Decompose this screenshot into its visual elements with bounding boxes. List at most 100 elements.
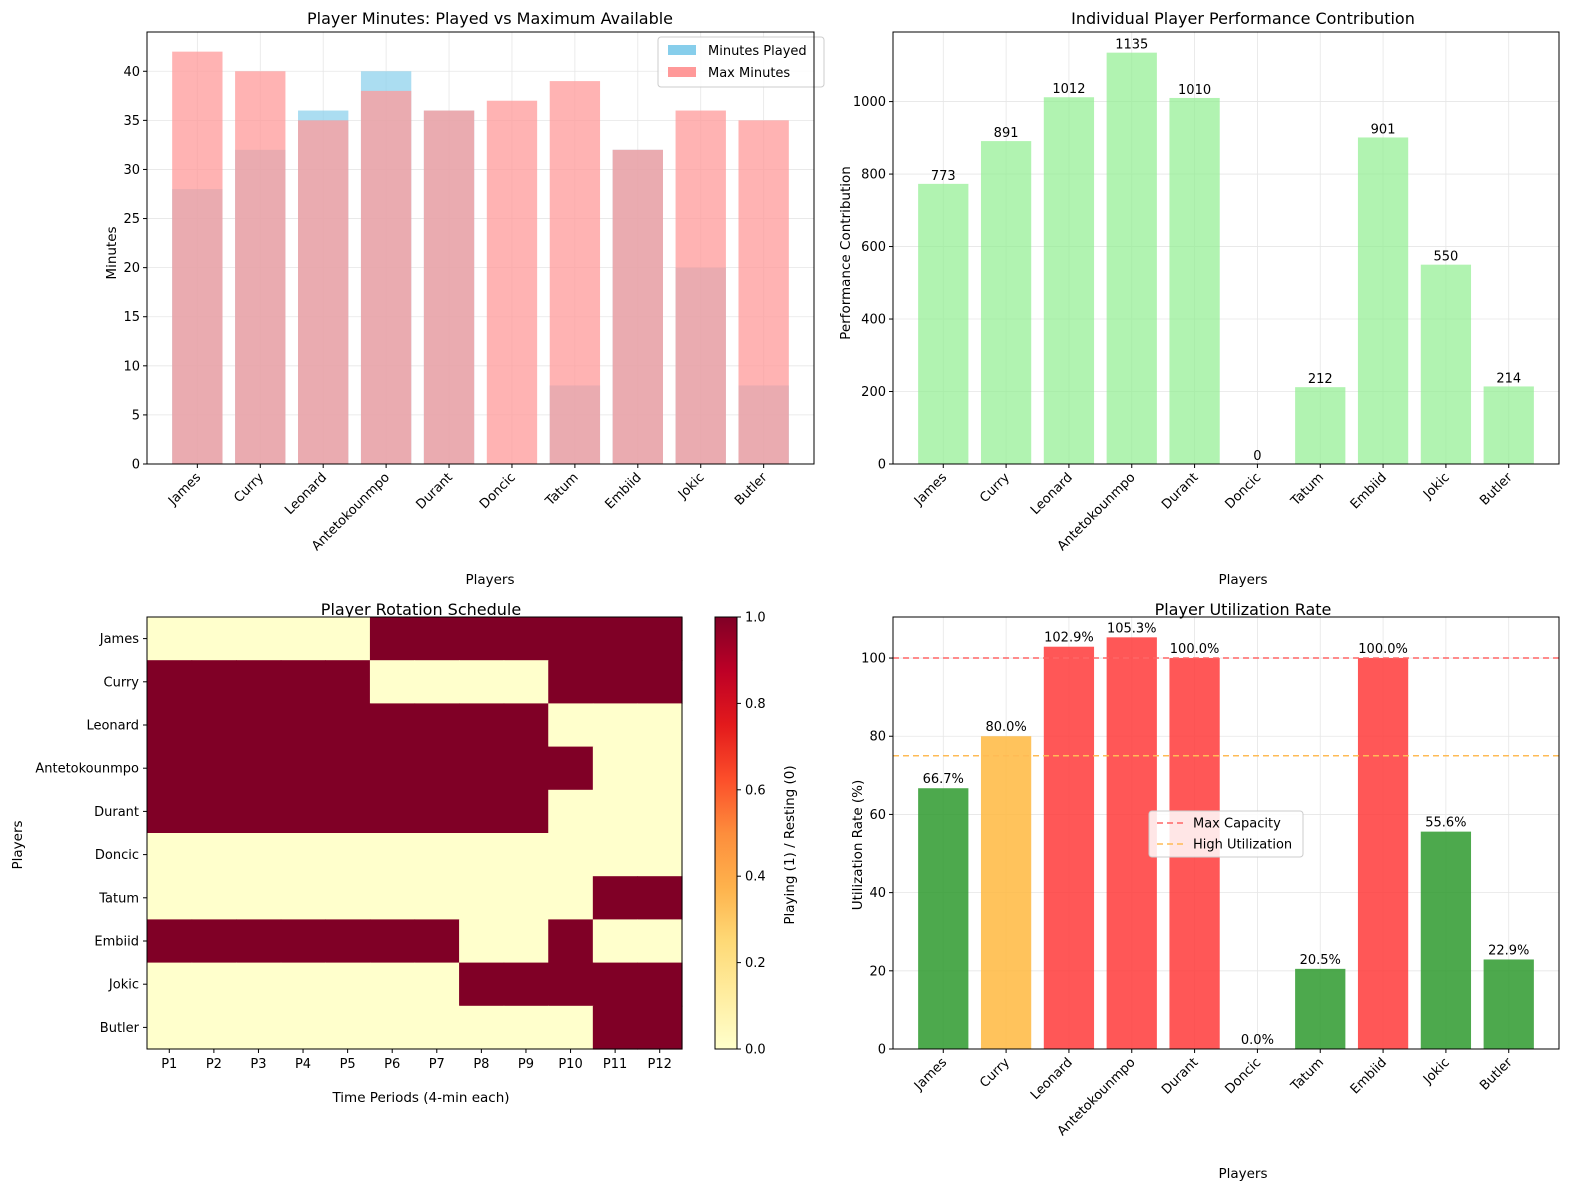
utilization-chart-ylabel: Utilization Rate (%) <box>850 780 866 911</box>
performance-value-butler: 214 <box>1496 371 1521 386</box>
colorbar-label: Playing (1) / Resting (0) <box>782 765 798 924</box>
heat-cell-doncic-p7 <box>414 833 460 877</box>
minutes-xtick-jokic: Jokic <box>675 470 708 503</box>
heat-cell-antetokounmpo-p2 <box>191 746 237 791</box>
utilization-value-doncic: 0.0% <box>1241 1033 1274 1048</box>
heat-cell-tatum-p12 <box>637 876 683 920</box>
utilization-plot: 66.7% 80.0% 102.9% 105.3% 100.0% 0.0% 20.5% 100… <box>861 616 1560 1139</box>
performance-value-doncic: 0 <box>1253 449 1261 464</box>
heat-cell-durant-p1 <box>147 789 193 834</box>
colorbar <box>714 616 738 1050</box>
heat-cell-durant-p9 <box>503 789 549 834</box>
bar-performance-leonard <box>1043 97 1095 465</box>
bar-performance-jokic <box>1420 264 1472 464</box>
performance-value-leonard: 1012 <box>1052 82 1085 97</box>
utilization-legend: Max Capacity High Utilization <box>1148 810 1304 858</box>
utilization-xtick-jokic: Jokic <box>1420 1055 1453 1088</box>
performance-frame <box>892 31 1560 465</box>
heatmap-xtick-p7: P7 <box>429 1057 445 1072</box>
legend-label-minutes-played: Minutes Played <box>708 44 807 59</box>
heat-cell-doncic-p1 <box>147 833 193 877</box>
heat-cell-james-p8 <box>459 617 505 661</box>
heat-cell-durant-p5 <box>325 789 371 834</box>
performance-value-durant: 1010 <box>1178 83 1211 98</box>
utilization-ytick-label: 0 <box>878 1043 886 1058</box>
bar-performance-embiid <box>1357 137 1409 465</box>
utilization-chart-xlabel: Players <box>1218 1166 1267 1182</box>
heat-cell-jokic-p8 <box>459 962 505 1007</box>
heat-cell-jokic-p3 <box>236 962 282 1007</box>
performance-xtick-curry: Curry <box>977 470 1013 506</box>
heat-cell-tatum-p7 <box>414 876 460 920</box>
utilization-ytick-label: 40 <box>869 886 886 901</box>
minutes-ytick-label: 40 <box>123 65 140 80</box>
utilization-legend-box <box>1148 810 1304 858</box>
performance-xtick-james: James <box>911 470 950 509</box>
heatmap-ytick-butler: Butler <box>100 1021 140 1036</box>
utilization-xtick-doncic: Doncic <box>1222 1055 1264 1097</box>
performance-xtick-jokic: Jokic <box>1420 470 1453 503</box>
heat-cell-curry-p5 <box>325 660 371 704</box>
heat-cell-doncic-p4 <box>280 833 326 877</box>
heat-cell-antetokounmpo-p9 <box>503 746 549 791</box>
heat-cell-durant-p10 <box>548 789 594 834</box>
minutes-chart-xlabel: Players <box>465 572 514 588</box>
minutes-xtick-leonard: Leonard <box>282 470 330 518</box>
performance-xtick-embiid: Embiid <box>1348 470 1390 512</box>
heat-cell-antetokounmpo-p11 <box>592 746 639 791</box>
performance-ytick-label: 600 <box>861 240 886 255</box>
minutes-xtick-embiid: Embiid <box>602 470 644 512</box>
utilization-value-embiid: 100.0% <box>1358 642 1408 657</box>
utilization-ytick-label: 20 <box>869 964 886 979</box>
heat-cell-doncic-p11 <box>592 833 639 877</box>
bar-performance-durant <box>1169 97 1220 465</box>
heat-cell-leonard-p4 <box>280 703 326 748</box>
heat-cell-antetokounmpo-p4 <box>280 746 326 791</box>
heat-cell-jokic-p1 <box>147 962 193 1007</box>
heatmap-ytick-jokic: Jokic <box>108 978 139 993</box>
colorbar-tick-label: 0.6 <box>745 783 766 798</box>
bar-performance-tatum <box>1295 387 1346 464</box>
utilization-ytick-label: 80 <box>869 730 886 745</box>
heat-cell-tatum-p4 <box>280 876 326 920</box>
heat-cell-embiid-p12 <box>637 919 683 964</box>
heat-cell-durant-p8 <box>459 789 505 834</box>
heat-cell-antetokounmpo-p8 <box>459 746 505 791</box>
heatmap-xtick-p10: P10 <box>558 1057 582 1072</box>
heat-cell-butler-p10 <box>548 1005 594 1050</box>
bar-max-minutes-durant <box>423 110 475 464</box>
heat-cell-butler-p4 <box>280 1005 326 1050</box>
performance-ytick-label: 200 <box>861 385 886 400</box>
bar-max-minutes-leonard <box>298 120 349 464</box>
heatmap-xtick-p1: P1 <box>161 1057 177 1072</box>
minutes-ytick-label: 15 <box>123 310 140 325</box>
heat-cell-curry-p1 <box>147 660 193 704</box>
utilization-ytick-label: 60 <box>869 808 886 823</box>
heatmap-xtick-p8: P8 <box>473 1057 489 1072</box>
heat-cell-doncic-p9 <box>503 833 549 877</box>
heat-cell-butler-p1 <box>147 1005 193 1050</box>
heat-cell-james-p4 <box>280 617 326 661</box>
heat-cell-embiid-p6 <box>369 919 416 964</box>
heat-cell-jokic-p5 <box>325 962 371 1007</box>
performance-value-antetokounmpo: 1135 <box>1115 38 1148 53</box>
minutes-ytick-label: 20 <box>123 261 140 276</box>
heat-cell-tatum-p2 <box>191 876 237 920</box>
rotation-heatmap-ylabel: Players <box>10 820 26 869</box>
minutes-chart-ylabel: Minutes <box>104 226 120 279</box>
heat-cell-doncic-p8 <box>459 833 505 877</box>
heat-cell-leonard-p3 <box>236 703 282 748</box>
colorbar-tick-label: 0.4 <box>745 870 766 885</box>
heat-cell-leonard-p7 <box>414 703 460 748</box>
heatmap-xtick-p11: P11 <box>603 1057 627 1072</box>
legend-label-max-capacity: Max Capacity <box>1193 817 1281 832</box>
heat-cell-james-p5 <box>325 617 371 661</box>
heat-cell-james-p3 <box>236 617 282 661</box>
bar-utilization-embiid <box>1357 658 1409 1049</box>
bar-max-minutes-tatum <box>549 81 601 464</box>
heat-cell-jokic-p4 <box>280 962 326 1007</box>
heat-cell-embiid-p11 <box>592 919 639 964</box>
heatmap-xtick-p5: P5 <box>340 1057 356 1072</box>
minutes-chart-title: Player Minutes: Played vs Maximum Availa… <box>307 9 673 28</box>
heat-cell-james-p7 <box>414 617 460 661</box>
